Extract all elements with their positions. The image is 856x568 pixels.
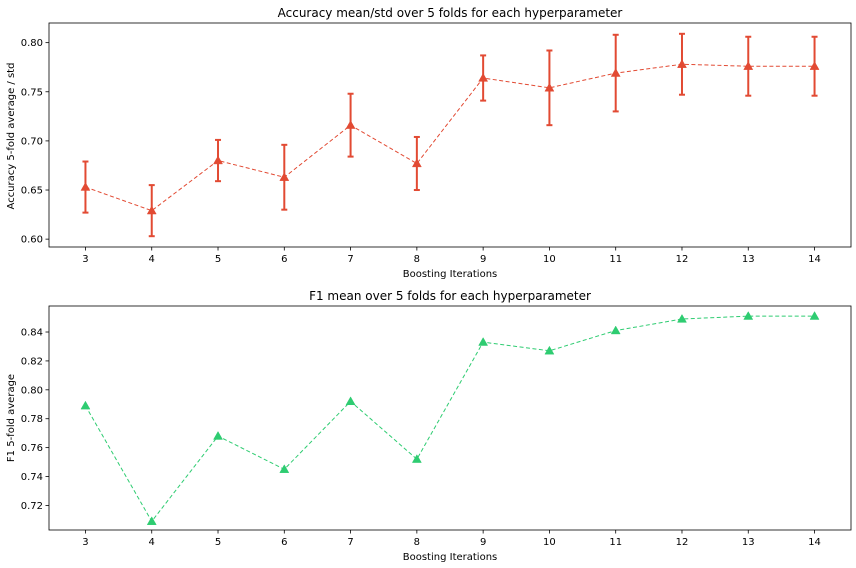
accuracy-plot-frame	[48, 22, 852, 248]
accuracy-y-tick-label: 0.75	[21, 87, 43, 98]
accuracy-y-tick-label: 0.60	[21, 235, 43, 246]
f1-x-tick-label: 8	[414, 537, 420, 548]
f1-data-point	[411, 454, 422, 463]
f1-x-axis-label: Boosting Iterations	[403, 552, 498, 563]
f1-x-tick-label: 12	[676, 537, 689, 548]
f1-x-tick-label: 9	[480, 537, 486, 548]
f1-x-tick-label: 10	[543, 537, 556, 548]
accuracy-data-point	[809, 61, 820, 70]
accuracy-series-line	[85, 63, 815, 212]
f1-x-tick-label: 6	[281, 537, 287, 548]
accuracy-data-point	[146, 205, 157, 215]
f1-data-point	[743, 311, 754, 320]
accuracy-data-point	[743, 61, 754, 70]
accuracy-data-point	[345, 120, 356, 129]
f1-x-tick-label: 11	[609, 537, 622, 548]
f1-data-point	[146, 516, 157, 525]
f1-plot-frame	[48, 305, 852, 531]
accuracy-x-tick-label: 14	[808, 254, 821, 265]
accuracy-x-axis-label: Boosting Iterations	[403, 269, 498, 280]
f1-y-tick-label: 0.80	[21, 385, 43, 396]
accuracy-x-tick-label: 3	[82, 254, 88, 265]
accuracy-x-tick-label: 9	[480, 254, 486, 265]
accuracy-data-point	[411, 158, 422, 168]
f1-y-tick-label: 0.76	[21, 443, 43, 454]
accuracy-data-point	[677, 59, 687, 68]
f1-data-point	[279, 464, 290, 473]
f1-data-point	[809, 311, 820, 320]
accuracy-data-point	[478, 73, 489, 82]
accuracy-x-tick-label: 10	[543, 254, 556, 265]
f1-x-tick-label: 14	[808, 537, 821, 548]
accuracy-y-axis-label: Accuracy 5-fold average / std	[6, 63, 17, 210]
f1-x-tick-label: 7	[347, 537, 353, 548]
f1-series-line	[85, 315, 815, 523]
accuracy-data-point	[213, 155, 223, 165]
accuracy-data-point	[610, 68, 621, 77]
accuracy-data-point	[544, 82, 555, 92]
accuracy-y-tick-label: 0.65	[21, 186, 43, 197]
accuracy-x-tick-label: 11	[609, 254, 622, 265]
accuracy-x-tick-label: 6	[281, 254, 287, 265]
f1-data-point	[478, 337, 489, 346]
accuracy-y-tick-label: 0.80	[21, 38, 43, 49]
accuracy-data-point	[80, 182, 91, 191]
f1-x-tick-label: 4	[149, 537, 155, 548]
f1-y-tick-label: 0.78	[21, 414, 43, 425]
accuracy-y-tick-label: 0.70	[21, 136, 43, 147]
f1-data-point	[80, 400, 91, 410]
accuracy-chart: Accuracy mean/std over 5 folds for each …	[6, 6, 852, 280]
f1-chart-title: F1 mean over 5 folds for each hyperparam…	[309, 289, 591, 303]
f1-data-point	[677, 314, 687, 323]
accuracy-data-point	[279, 172, 290, 181]
f1-data-point	[213, 431, 223, 440]
accuracy-chart-title: Accuracy mean/std over 5 folds for each …	[278, 6, 623, 20]
f1-chart: F1 mean over 5 folds for each hyperparam…	[6, 289, 852, 563]
f1-x-tick-label: 13	[742, 537, 755, 548]
f1-y-tick-label: 0.82	[21, 356, 43, 367]
f1-y-tick-label: 0.84	[21, 328, 43, 339]
f1-y-tick-label: 0.74	[21, 472, 43, 483]
accuracy-x-tick-label: 5	[215, 254, 221, 265]
accuracy-x-tick-label: 8	[414, 254, 420, 265]
f1-data-point	[610, 325, 621, 335]
f1-x-tick-label: 3	[82, 537, 88, 548]
accuracy-x-tick-label: 13	[742, 254, 755, 265]
accuracy-x-tick-label: 12	[676, 254, 689, 265]
f1-data-point	[544, 345, 555, 355]
f1-data-point	[345, 396, 356, 406]
accuracy-x-tick-label: 7	[347, 254, 353, 265]
f1-x-tick-label: 5	[215, 537, 221, 548]
f1-y-tick-label: 0.72	[21, 501, 43, 512]
accuracy-x-tick-label: 4	[149, 254, 155, 265]
f1-y-axis-label: F1 5-fold average	[6, 374, 17, 462]
